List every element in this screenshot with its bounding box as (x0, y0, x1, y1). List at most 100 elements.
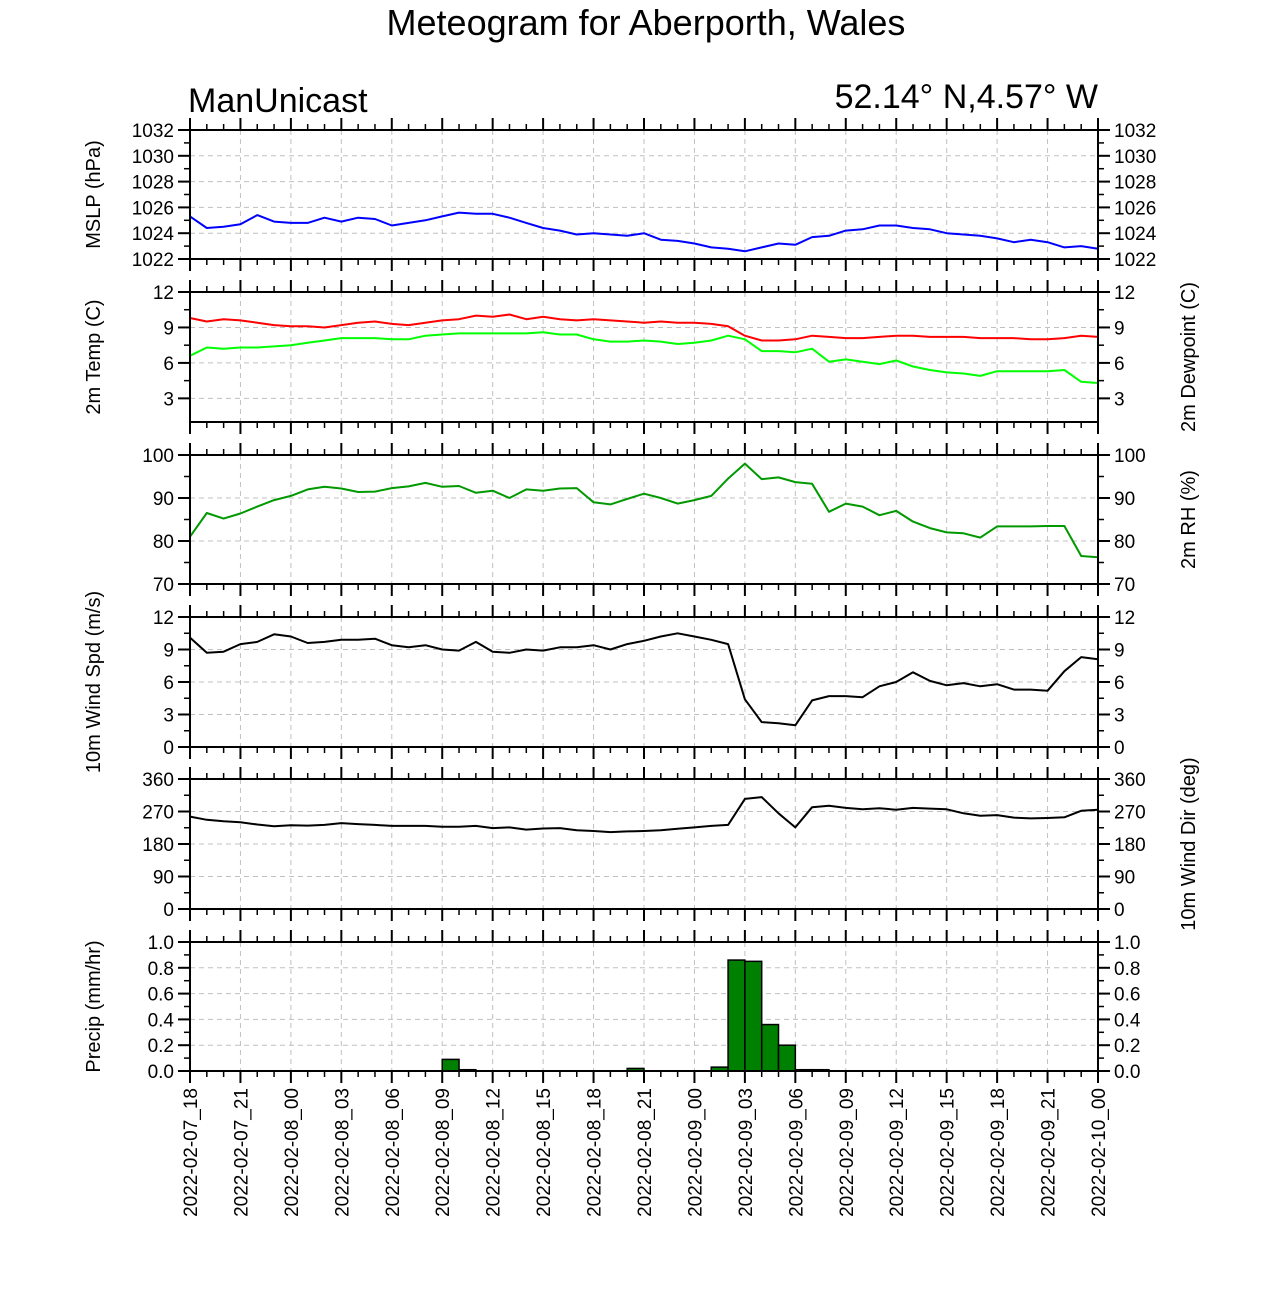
y-tick-label-left-precip-3: 0.6 (148, 985, 174, 1006)
y-tick-label-left-wspd-2: 6 (163, 673, 174, 694)
y-tick-label-right-precip-3: 0.6 (1114, 985, 1140, 1006)
y-tick-label-left-temp-0: 3 (163, 389, 174, 410)
y-axis-title-right-rh: 2m RH (%) (1178, 470, 1200, 569)
precip-bar-33 (744, 960, 763, 1072)
series-line-wdir-0 (189, 796, 1099, 834)
y-tick-label-left-precip-2: 0.4 (148, 1010, 175, 1031)
x-tick-label-12: 2022-02-09_06 (786, 1088, 807, 1217)
precip-bar-35 (777, 1044, 797, 1072)
y-tick-label-right-mslp-0: 1022 (1114, 250, 1156, 271)
y-tick-label-right-temp-2: 9 (1114, 318, 1125, 339)
x-tick-label-11: 2022-02-09_03 (736, 1088, 757, 1217)
y-tick-label-left-mslp-5: 1032 (132, 121, 174, 142)
y-tick-label-right-wspd-4: 12 (1114, 608, 1135, 629)
y-tick-label-left-wdir-0: 0 (163, 900, 174, 921)
y-tick-label-right-precip-0: 0.0 (1114, 1062, 1140, 1083)
y-tick-label-right-rh-1: 80 (1114, 532, 1135, 553)
y-tick-label-right-temp-3: 12 (1114, 283, 1135, 304)
y-tick-label-left-rh-3: 100 (142, 446, 174, 467)
y-tick-label-left-mslp-4: 1030 (132, 147, 174, 168)
x-tick-label-7: 2022-02-08_15 (534, 1088, 555, 1217)
y-axis-title-left-mslp: MSLP (hPa) (83, 140, 105, 249)
y-tick-label-left-wdir-1: 90 (153, 868, 174, 889)
y-tick-label-right-precip-1: 0.2 (1114, 1036, 1140, 1057)
x-tick-label-4: 2022-02-08_06 (383, 1088, 404, 1217)
model-label: ManUnicast (188, 82, 368, 120)
y-tick-label-right-wdir-2: 180 (1114, 835, 1146, 856)
y-tick-label-left-precip-5: 1.0 (148, 933, 174, 954)
y-tick-label-left-temp-2: 9 (163, 318, 174, 339)
y-tick-label-right-wdir-1: 90 (1114, 868, 1135, 889)
y-tick-label-left-precip-1: 0.2 (148, 1036, 174, 1057)
x-tick-label-5: 2022-02-08_09 (433, 1088, 454, 1217)
precip-bar-15 (441, 1058, 460, 1072)
y-tick-label-right-wdir-0: 0 (1114, 900, 1125, 921)
y-tick-label-right-rh-2: 90 (1114, 489, 1135, 510)
y-tick-label-right-mslp-2: 1026 (1114, 198, 1156, 219)
x-tick-label-2: 2022-02-08_00 (282, 1088, 303, 1217)
x-tick-label-3: 2022-02-08_03 (332, 1088, 353, 1217)
series-line-mslp-0 (189, 211, 1099, 253)
panel-rh: 70 70 80 80 90 90 100 100 2m RH (%) (142, 443, 1200, 596)
y-tick-label-right-temp-0: 3 (1114, 389, 1125, 410)
series-line-temp-0 (189, 313, 1099, 342)
x-tick-label-1: 2022-02-07_21 (231, 1088, 252, 1217)
panel-wspd: 0 0 3 3 6 6 9 9 12 12 10m Wind Spd (m/s) (83, 591, 1135, 773)
y-tick-label-left-mslp-0: 1022 (132, 250, 174, 271)
x-axis: 2022-02-07_18 2022-02-07_21 2022-02-08_00 2… (181, 1088, 1110, 1217)
y-tick-label-left-wspd-4: 12 (153, 608, 174, 629)
y-tick-label-right-rh-0: 70 (1114, 575, 1135, 596)
location-label: 52.14° N,4.57° W (835, 78, 1098, 116)
panel-mslp: 1022 1022 1024 1024 1026 1026 1028 1028 1030 1030… (83, 118, 1157, 271)
y-tick-label-left-wspd-1: 3 (163, 706, 174, 727)
y-tick-label-left-temp-3: 12 (153, 283, 174, 304)
x-tick-label-16: 2022-02-09_18 (988, 1088, 1009, 1217)
y-axis-title-left-wspd: 10m Wind Spd (m/s) (83, 591, 105, 773)
series-line-temp-1 (189, 331, 1099, 384)
y-tick-label-right-mslp-1: 1024 (1114, 224, 1157, 245)
panel-wdir: 0 0 90 90 180 180 270 270 360 360 10m Wind Dir (de… (142, 757, 1200, 930)
y-tick-label-left-wdir-2: 180 (142, 835, 174, 856)
precip-bar-32 (727, 959, 746, 1072)
x-tick-label-17: 2022-02-09_21 (1039, 1088, 1060, 1217)
y-tick-label-left-temp-1: 6 (163, 354, 174, 375)
x-tick-label-6: 2022-02-08_12 (484, 1088, 505, 1217)
y-tick-label-left-precip-4: 0.8 (148, 959, 174, 980)
y-tick-label-right-mslp-5: 1032 (1114, 121, 1156, 142)
y-tick-label-right-mslp-3: 1028 (1114, 173, 1156, 194)
y-tick-label-left-wspd-3: 9 (163, 641, 174, 662)
y-tick-label-right-mslp-4: 1030 (1114, 147, 1156, 168)
y-tick-label-right-temp-1: 6 (1114, 354, 1125, 375)
series-line-rh-0 (189, 462, 1099, 559)
y-tick-label-right-wspd-1: 3 (1114, 706, 1125, 727)
y-tick-label-right-wspd-0: 0 (1114, 738, 1125, 759)
y-tick-label-left-wdir-4: 360 (142, 770, 174, 791)
y-tick-label-left-rh-2: 90 (153, 489, 174, 510)
series-line-wspd-0 (189, 632, 1099, 727)
y-tick-label-left-precip-0: 0.0 (148, 1062, 174, 1083)
y-axis-title-right-temp: 2m Dewpoint (C) (1178, 282, 1200, 432)
y-axis-title-left-temp: 2m Temp (C) (83, 299, 105, 414)
y-tick-label-right-wspd-3: 9 (1114, 641, 1125, 662)
x-tick-label-18: 2022-02-10_00 (1089, 1088, 1110, 1217)
precip-bar-34 (760, 1023, 780, 1072)
y-tick-label-left-mslp-2: 1026 (132, 198, 174, 219)
chart-title: Meteogram for Aberporth, Wales (387, 2, 906, 43)
x-tick-label-15: 2022-02-09_15 (938, 1088, 959, 1217)
y-tick-label-right-wdir-4: 360 (1114, 770, 1146, 791)
y-axis-title-right-wdir: 10m Wind Dir (deg) (1178, 757, 1200, 930)
y-tick-label-left-mslp-1: 1024 (132, 224, 175, 245)
panel-precip: 0.0 0.0 0.2 0.2 0.4 0.4 0.6 0.6 0.8 0.8 1.0 1.0 Prec… (83, 930, 1141, 1083)
x-tick-label-9: 2022-02-08_21 (635, 1088, 656, 1217)
x-tick-label-14: 2022-02-09_12 (887, 1088, 908, 1217)
panels-group: 1022 1022 1024 1024 1026 1026 1028 1028 1030 1030… (83, 118, 1200, 1083)
y-tick-label-left-rh-0: 70 (153, 575, 174, 596)
panel-temp: 3 3 6 6 9 9 12 12 2m Temp (C) 2m Dewpoint (C) (83, 280, 1200, 434)
y-tick-label-left-wdir-3: 270 (142, 803, 174, 824)
y-tick-label-right-wdir-3: 270 (1114, 803, 1146, 824)
y-tick-label-left-mslp-3: 1028 (132, 173, 174, 194)
x-tick-label-0: 2022-02-07_18 (181, 1088, 202, 1217)
y-tick-label-left-rh-1: 80 (153, 532, 174, 553)
y-tick-label-right-wspd-2: 6 (1114, 673, 1125, 694)
